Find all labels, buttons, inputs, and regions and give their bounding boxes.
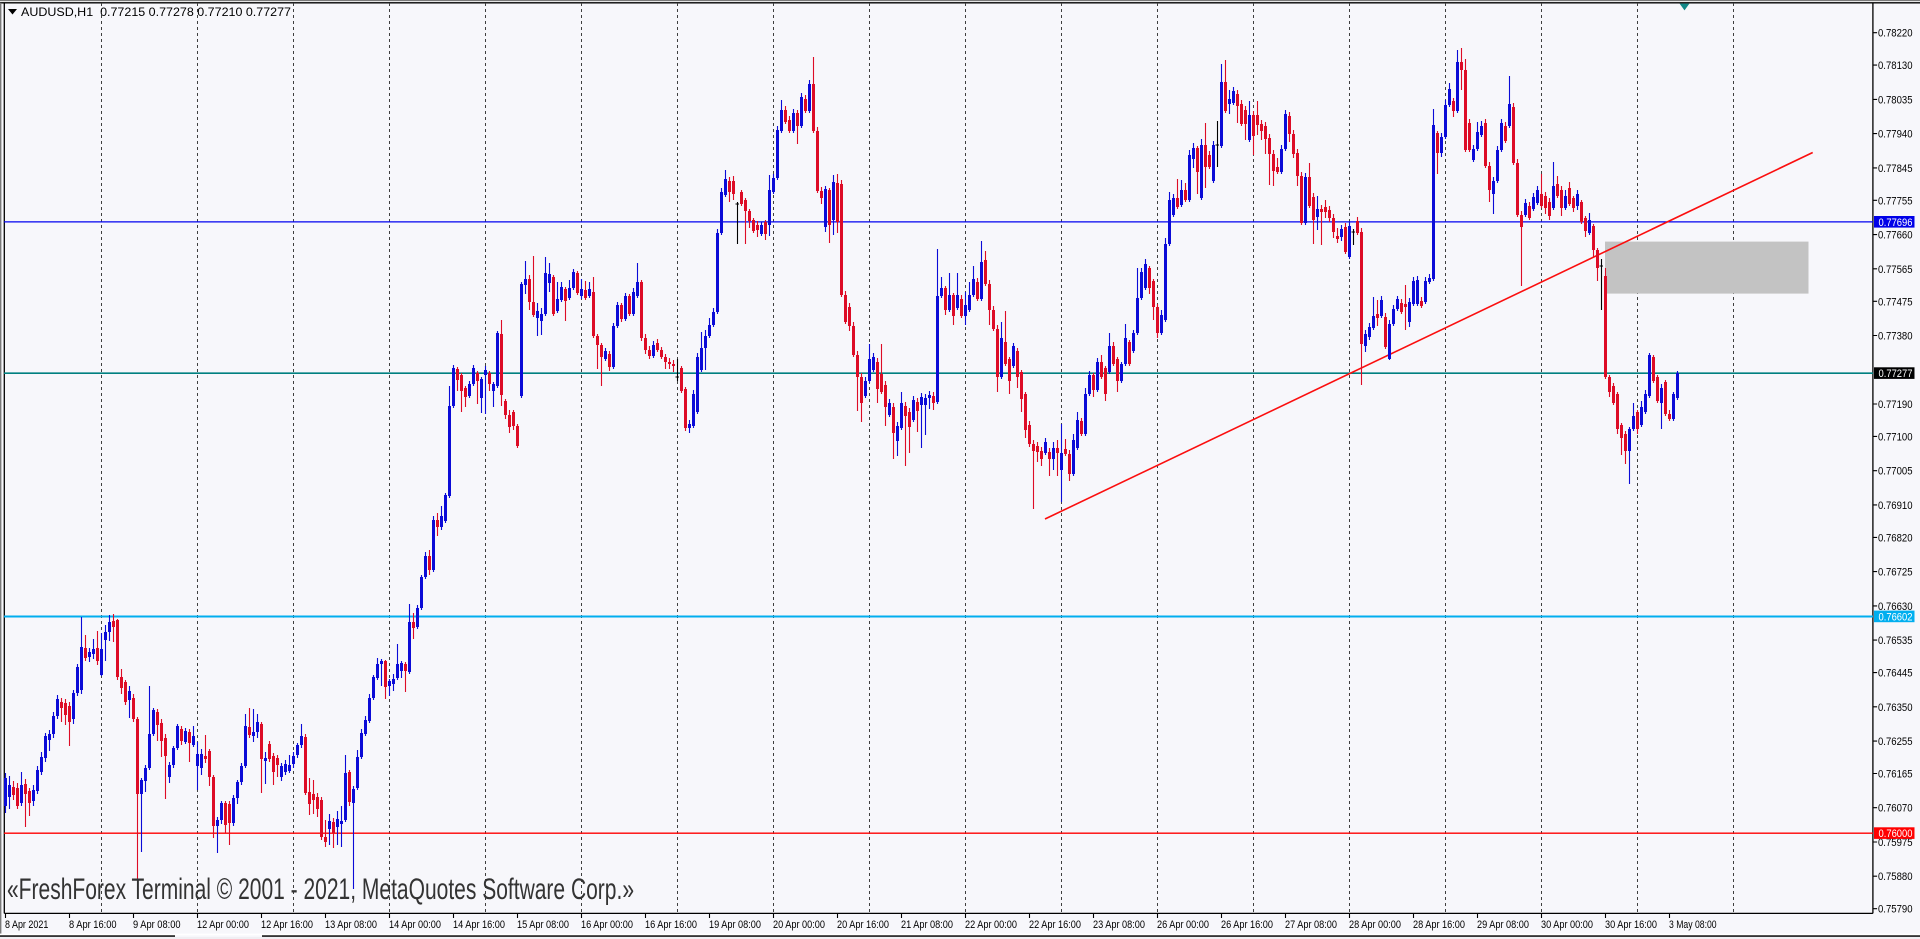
- svg-text:0.76630: 0.76630: [1878, 601, 1913, 613]
- svg-text:29 Apr 08:00: 29 Apr 08:00: [1477, 919, 1529, 931]
- svg-text:15 Apr 08:00: 15 Apr 08:00: [517, 919, 569, 931]
- svg-text:0.76070: 0.76070: [1878, 803, 1913, 815]
- svg-text:0.76255: 0.76255: [1878, 736, 1913, 748]
- svg-text:0.76165: 0.76165: [1878, 769, 1913, 781]
- svg-text:0.77755: 0.77755: [1878, 195, 1913, 207]
- svg-text:26 Apr 16:00: 26 Apr 16:00: [1221, 919, 1273, 931]
- svg-text:0.75790: 0.75790: [1878, 904, 1913, 916]
- svg-text:0.77380: 0.77380: [1878, 331, 1913, 343]
- svg-text:0.77660: 0.77660: [1878, 230, 1913, 242]
- svg-text:0.77100: 0.77100: [1878, 431, 1913, 443]
- svg-text:3 May 08:00: 3 May 08:00: [1669, 919, 1717, 931]
- svg-text:0.77940: 0.77940: [1878, 129, 1913, 141]
- svg-text:0.77475: 0.77475: [1878, 296, 1913, 308]
- svg-text:0.75880: 0.75880: [1878, 871, 1913, 883]
- svg-text:0.77845: 0.77845: [1878, 163, 1913, 175]
- svg-text:0.76820: 0.76820: [1878, 532, 1913, 544]
- svg-text:27 Apr 08:00: 27 Apr 08:00: [1285, 919, 1337, 931]
- svg-text:14 Apr 16:00: 14 Apr 16:00: [453, 919, 505, 931]
- svg-text:0.76000: 0.76000: [1879, 828, 1913, 840]
- svg-text:0.76725: 0.76725: [1878, 567, 1913, 579]
- svg-text:AUDUSD,H1 0.77215 0.77278 0.7: AUDUSD,H1 0.77215 0.77278 0.77210 0.7727…: [21, 5, 291, 19]
- svg-text:21 Apr 08:00: 21 Apr 08:00: [901, 919, 953, 931]
- svg-text:«FreshForex Terminal © 2001 -: «FreshForex Terminal © 2001 - 2021, Meta…: [7, 873, 634, 906]
- svg-text:22 Apr 00:00: 22 Apr 00:00: [965, 919, 1017, 931]
- svg-text:8 Apr 2021: 8 Apr 2021: [5, 919, 48, 931]
- svg-text:0.78220: 0.78220: [1878, 28, 1913, 40]
- svg-text:0.75975: 0.75975: [1878, 837, 1913, 849]
- svg-text:30 Apr 00:00: 30 Apr 00:00: [1541, 919, 1593, 931]
- svg-text:0.76445: 0.76445: [1878, 668, 1913, 680]
- svg-text:16 Apr 00:00: 16 Apr 00:00: [581, 919, 633, 931]
- svg-text:12 Apr 00:00: 12 Apr 00:00: [197, 919, 249, 931]
- svg-text:23 Apr 08:00: 23 Apr 08:00: [1093, 919, 1145, 931]
- svg-text:20 Apr 00:00: 20 Apr 00:00: [773, 919, 825, 931]
- svg-text:9 Apr 08:00: 9 Apr 08:00: [133, 919, 181, 931]
- svg-text:20 Apr 16:00: 20 Apr 16:00: [837, 919, 889, 931]
- svg-text:28 Apr 00:00: 28 Apr 00:00: [1349, 919, 1401, 931]
- svg-text:30 Apr 16:00: 30 Apr 16:00: [1605, 919, 1657, 931]
- svg-text:0.76602: 0.76602: [1879, 612, 1913, 624]
- svg-text:8 Apr 16:00: 8 Apr 16:00: [69, 919, 117, 931]
- svg-text:0.77005: 0.77005: [1878, 466, 1913, 478]
- svg-text:13 Apr 08:00: 13 Apr 08:00: [325, 919, 377, 931]
- svg-text:12 Apr 16:00: 12 Apr 16:00: [261, 919, 313, 931]
- svg-text:28 Apr 16:00: 28 Apr 16:00: [1413, 919, 1465, 931]
- svg-text:0.76535: 0.76535: [1878, 635, 1913, 647]
- svg-text:0.77696: 0.77696: [1879, 217, 1913, 229]
- svg-text:0.77277: 0.77277: [1879, 368, 1913, 380]
- svg-text:16 Apr 16:00: 16 Apr 16:00: [645, 919, 697, 931]
- svg-text:0.76910: 0.76910: [1878, 500, 1913, 512]
- svg-text:26 Apr 00:00: 26 Apr 00:00: [1157, 919, 1209, 931]
- svg-text:0.77190: 0.77190: [1878, 399, 1913, 411]
- svg-text:14 Apr 00:00: 14 Apr 00:00: [389, 919, 441, 931]
- svg-text:19 Apr 08:00: 19 Apr 08:00: [709, 919, 761, 931]
- svg-text:22 Apr 16:00: 22 Apr 16:00: [1029, 919, 1081, 931]
- svg-text:0.78130: 0.78130: [1878, 60, 1913, 72]
- svg-text:0.76350: 0.76350: [1878, 702, 1913, 714]
- svg-text:0.78035: 0.78035: [1878, 94, 1913, 106]
- svg-text:0.77565: 0.77565: [1878, 264, 1913, 276]
